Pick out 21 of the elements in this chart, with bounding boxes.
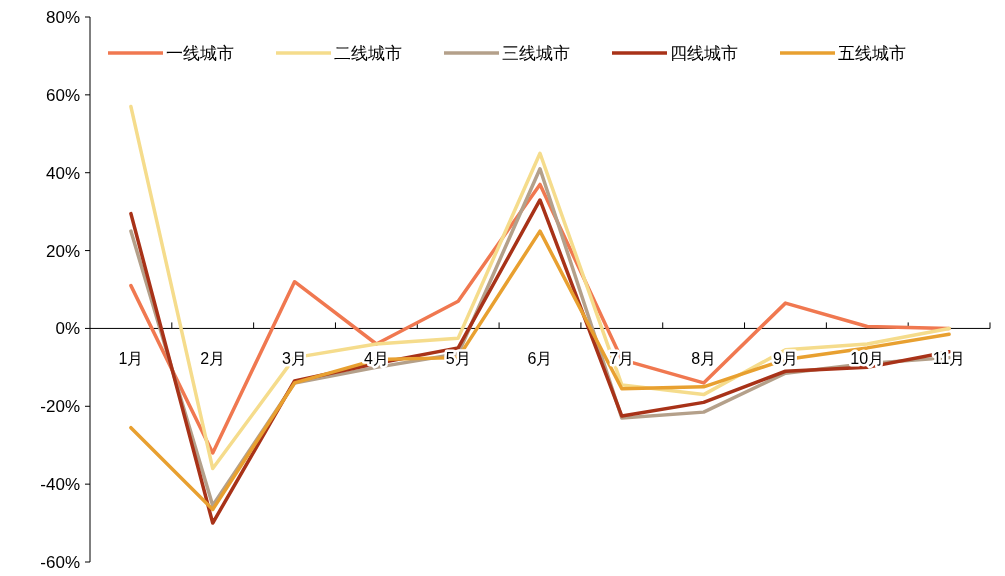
- x-tick-label: 1月: [118, 350, 144, 368]
- y-tick-label: -20%: [40, 397, 80, 417]
- x-tick-label: 10月: [850, 350, 885, 368]
- y-tick-label: -60%: [40, 552, 80, 572]
- x-tick-label: 3月: [282, 350, 307, 368]
- y-tick-label: 40%: [45, 163, 80, 183]
- y-tick-label: 80%: [45, 7, 80, 27]
- x-tick-label: 11月: [932, 350, 966, 368]
- legend-label: 一线城市: [166, 43, 234, 63]
- x-tick-label: 2月: [200, 350, 226, 368]
- x-tick-label: 8月: [691, 350, 717, 368]
- legend-label: 四线城市: [670, 43, 738, 63]
- x-tick-label: 5月: [445, 350, 471, 368]
- y-tick-label: 0%: [55, 319, 80, 339]
- legend-label: 三线城市: [502, 43, 570, 63]
- x-tick-label: 6月: [527, 350, 553, 368]
- y-tick-label: -40%: [40, 475, 80, 495]
- y-tick-label: 60%: [45, 85, 80, 105]
- legend-label: 五线城市: [838, 43, 906, 63]
- y-tick-label: 20%: [45, 241, 80, 261]
- legend-label: 二线城市: [334, 43, 402, 63]
